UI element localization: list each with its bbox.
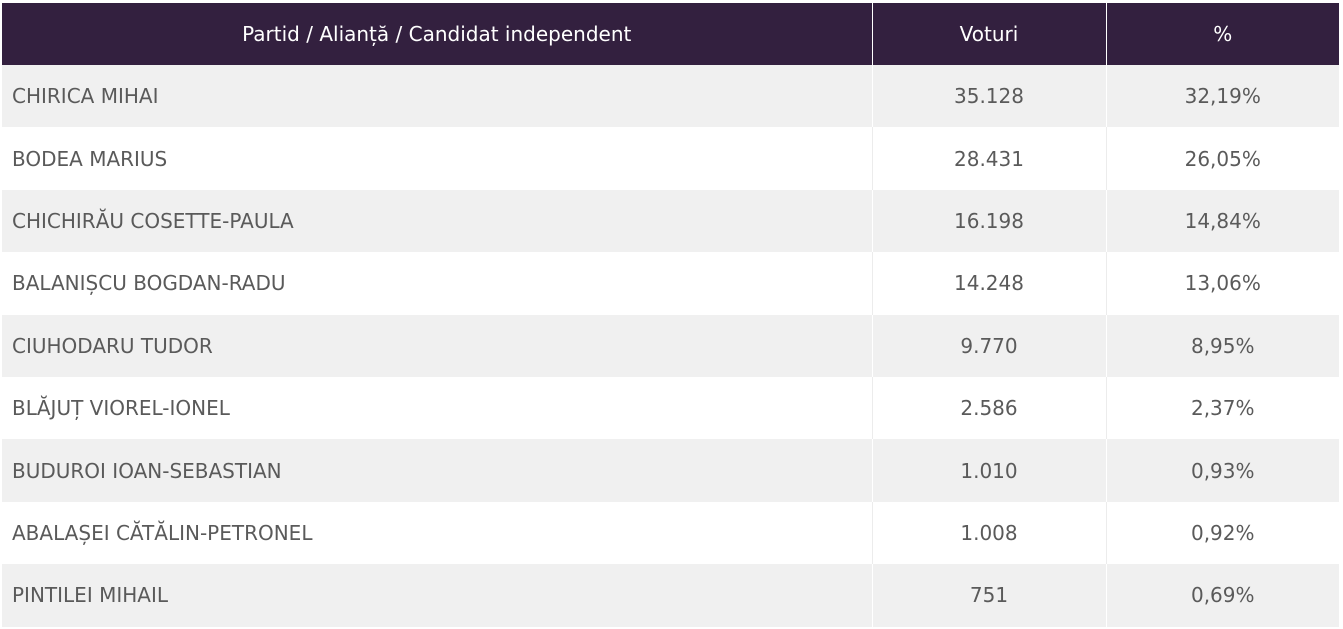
votes-value: 1.010 [872,439,1107,502]
votes-value: 9.770 [872,314,1107,377]
candidate-name: CHIRICA MIHAI [2,65,873,128]
percent-value: 2,37% [1106,376,1339,440]
table-row: CIUHODARU TUDOR 9.770 8,95% [2,314,1339,377]
candidate-name: CIUHODARU TUDOR [2,314,873,377]
candidate-name: ABALAȘEI CĂTĂLIN-PETRONEL [2,501,873,565]
percent-value: 0,92% [1106,501,1339,565]
votes-value: 16.198 [872,189,1107,253]
table-row: BUDUROI IOAN-SEBASTIAN 1.010 0,93% [2,439,1339,502]
candidate-name: PINTILEI MIHAIL [2,564,873,627]
percent-value: 26,05% [1106,127,1339,190]
table-row: BALANIȘCU BOGDAN-RADU 14.248 13,06% [2,252,1339,315]
table-row: PINTILEI MIHAIL 751 0,69% [2,564,1339,627]
table-row: CHICHIRĂU COSETTE-PAULA 16.198 14,84% [2,189,1339,253]
candidate-name: BODEA MARIUS [2,127,873,190]
votes-value: 751 [872,564,1107,627]
votes-value: 14.248 [872,252,1107,315]
table-row: CHIRICA MIHAI 35.128 32,19% [2,65,1339,128]
percent-value: 32,19% [1106,65,1339,128]
column-header-votes: Voturi [872,3,1107,65]
votes-value: 28.431 [872,127,1107,190]
candidate-name: CHICHIRĂU COSETTE-PAULA [2,189,873,253]
table-row: ABALAȘEI CĂTĂLIN-PETRONEL 1.008 0,92% [2,501,1339,565]
percent-value: 14,84% [1106,189,1339,253]
column-header-percent: % [1106,3,1339,65]
votes-value: 1.008 [872,501,1107,565]
votes-value: 2.586 [872,376,1107,440]
table-row: BODEA MARIUS 28.431 26,05% [2,127,1339,190]
results-table: Partid / Alianță / Candidat independent … [2,3,1339,627]
percent-value: 13,06% [1106,252,1339,315]
column-header-name: Partid / Alianță / Candidat independent [2,3,873,65]
candidate-name: BLĂJUȚ VIOREL-IONEL [2,376,873,440]
table-row: BLĂJUȚ VIOREL-IONEL 2.586 2,37% [2,376,1339,440]
candidate-name: BALANIȘCU BOGDAN-RADU [2,252,873,315]
percent-value: 0,69% [1106,564,1339,627]
table-header-row: Partid / Alianță / Candidat independent … [2,3,1339,65]
percent-value: 8,95% [1106,314,1339,377]
percent-value: 0,93% [1106,439,1339,502]
votes-value: 35.128 [872,65,1107,128]
candidate-name: BUDUROI IOAN-SEBASTIAN [2,439,873,502]
